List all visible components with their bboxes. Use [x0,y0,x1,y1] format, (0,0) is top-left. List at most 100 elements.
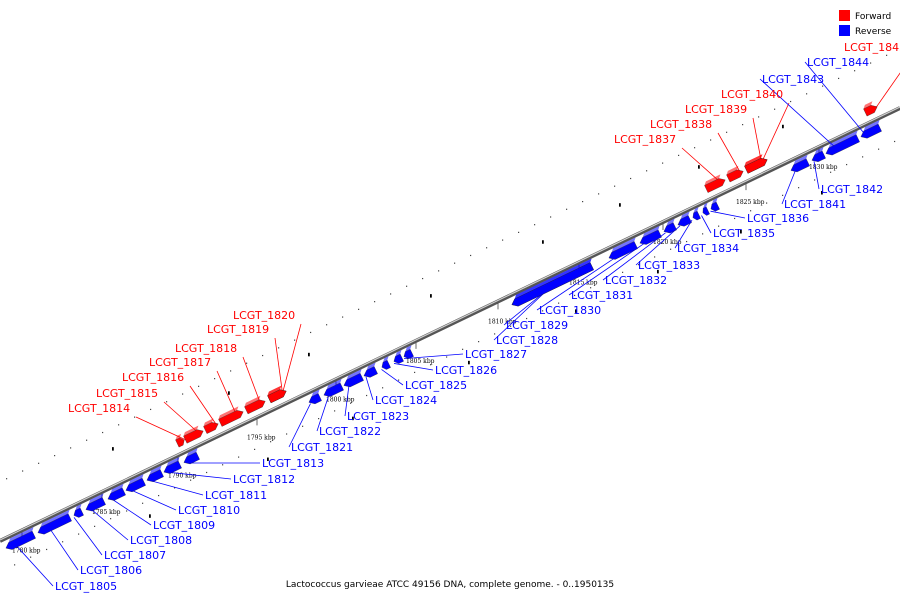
gene-lcgt-1818-arrow[interactable] [243,395,267,415]
gene-label-lcgt-1818[interactable]: LCGT_1818 [175,342,237,355]
gene-arrow-body [203,422,219,434]
label-leader-line [15,545,54,587]
gene-label-lcgt-1825[interactable]: LCGT_1825 [405,379,467,392]
gene-lcgt-1835-arrow[interactable] [700,202,712,217]
gene-label-lcgt-1816[interactable]: LCGT_1816 [122,371,184,384]
gene-label-lcgt-1842[interactable]: LCGT_1842 [821,183,883,196]
gene-label-lcgt-1819[interactable]: LCGT_1819 [207,323,269,336]
gene-lcgt-1836-arrow[interactable] [708,197,722,213]
gene-label-lcgt-1807[interactable]: LCGT_1807 [104,549,166,562]
gene-label-lcgt-1837[interactable]: LCGT_1837 [614,133,676,146]
gene-label-lcgt-1838[interactable]: LCGT_1838 [650,118,712,131]
gene-label-lcgt-1832[interactable]: LCGT_1832 [605,274,667,287]
gene-arrow-top-face [703,202,708,209]
gene-label-lcgt-1813[interactable]: LCGT_1813 [262,457,324,470]
gene-lcgt-1815-arrow[interactable] [182,425,205,444]
gene-lcgt-1840-arrow[interactable] [743,153,769,174]
gene-label-lcgt-1845[interactable]: LCGT_1845 [844,41,900,54]
gene-lcgt-1834-arrow[interactable] [690,207,703,221]
gene-arrow-body [663,222,677,234]
gene-label-lcgt-1836[interactable]: LCGT_1836 [747,212,809,225]
gene-label-lcgt-1821[interactable]: LCGT_1821 [291,441,353,454]
gene-lcgt-1843-arrow[interactable] [823,130,862,158]
gene-lcgt-1817-arrow[interactable] [217,405,245,427]
track-dot [190,479,192,481]
scale-tick-label: 1820 kbp [653,239,682,246]
gene-label-lcgt-1814[interactable]: LCGT_1814 [68,402,130,415]
gene-label-lcgt-1843[interactable]: LCGT_1843 [762,73,824,86]
gene-label-lcgt-1808[interactable]: LCGT_1808 [130,534,192,547]
gene-label-lcgt-1839[interactable]: LCGT_1839 [685,103,747,116]
gene-arrow-top-face [366,362,376,371]
gene-label-lcgt-1805[interactable]: LCGT_1805 [55,580,117,593]
gene-label-lcgt-1830[interactable]: LCGT_1830 [539,304,601,317]
gene-label-lcgt-1811[interactable]: LCGT_1811 [205,489,267,502]
gene-lcgt-1838-arrow[interactable] [725,165,745,183]
label-leader-line [493,289,549,341]
gene-label-lcgt-1834[interactable]: LCGT_1834 [677,242,739,255]
gene-lcgt-1809-arrow[interactable] [105,483,128,503]
gene-label-lcgt-1822[interactable]: LCGT_1822 [319,425,381,438]
gene-label-lcgt-1835[interactable]: LCGT_1835 [713,227,775,240]
track-dot [838,77,840,80]
gene-label-lcgt-1820[interactable]: LCGT_1820 [233,309,295,322]
gene-lcgt-1832-arrow[interactable] [661,218,679,236]
gene-arrow-body [5,530,36,550]
gene-lcgt-1813-arrow[interactable] [181,448,202,466]
scale-tick-label: 1825 kbp [736,199,765,206]
gene-lcgt-1833-arrow[interactable] [675,211,694,228]
gene-label-lcgt-1827[interactable]: LCGT_1827 [465,348,527,361]
gene-label-lcgt-1823[interactable]: LCGT_1823 [347,410,409,423]
gene-label-lcgt-1840[interactable]: LCGT_1840 [721,88,783,101]
gene-label-lcgt-1824[interactable]: LCGT_1824 [375,394,437,407]
gene-label-lcgt-1826[interactable]: LCGT_1826 [435,364,497,377]
gene-label-lcgt-1828[interactable]: LCGT_1828 [496,334,558,347]
track-dot [630,177,632,180]
gene-label-lcgt-1841[interactable]: LCGT_1841 [784,198,846,211]
gene-lcgt-1824-arrow[interactable] [361,362,380,380]
gene-label-lcgt-1809[interactable]: LCGT_1809 [153,519,215,532]
gene-arrow-body [704,178,726,193]
gene-lcgt-1805-arrow[interactable] [3,527,38,552]
gene-lcgt-1841-arrow[interactable] [788,154,812,174]
gene-lcgt-1830-arrow[interactable] [606,237,640,261]
track-dot [150,408,152,411]
gene-label-lcgt-1815[interactable]: LCGT_1815 [96,387,158,400]
gene-lcgt-1829-arrow[interactable] [509,258,596,309]
gene-lcgt-1810-arrow[interactable] [123,474,148,494]
gene-label-lcgt-1831[interactable]: LCGT_1831 [571,289,633,302]
gene-lcgt-1811-arrow[interactable] [144,465,166,483]
gene-lcgt-1822-arrow[interactable] [321,378,346,399]
gene-lcgt-1845-arrow[interactable] [862,100,879,117]
gene-label-lcgt-1806[interactable]: LCGT_1806 [80,564,142,577]
gene-lcgt-1812-arrow[interactable] [161,456,184,476]
gene-lcgt-1842-arrow[interactable] [809,146,828,164]
gene-arrow-body [183,429,204,444]
track-dot [262,354,264,357]
track-dot [566,208,568,210]
gene-label-lcgt-1810[interactable]: LCGT_1810 [178,504,240,517]
gene-lcgt-1807-arrow[interactable] [71,503,86,519]
gene-lcgt-1806-arrow[interactable] [35,509,74,537]
gene-label-lcgt-1829[interactable]: LCGT_1829 [506,319,568,332]
track-tick [228,391,230,395]
gene-label-lcgt-1817[interactable]: LCGT_1817 [149,356,211,369]
gene-lcgt-1816-arrow[interactable] [202,417,220,434]
gene-lcgt-1821-arrow[interactable] [306,389,324,406]
track-tick [468,360,470,365]
gene-lcgt-1808-arrow[interactable] [83,493,108,513]
gene-arrow-top-face [744,154,763,167]
gene-lcgt-1814-arrow[interactable] [174,433,186,448]
gene-lcgt-1823-arrow[interactable] [341,369,366,389]
gene-lcgt-1826-arrow[interactable] [391,350,406,365]
gene-lcgt-1827-arrow[interactable] [401,345,416,360]
gene-lcgt-1837-arrow[interactable] [703,174,727,193]
track-dot [118,424,120,426]
gene-label-lcgt-1833[interactable]: LCGT_1833 [638,259,700,272]
gene-label-lcgt-1844[interactable]: LCGT_1844 [807,56,869,69]
gene-lcgt-1831-arrow[interactable] [637,225,664,247]
gene-lcgt-1820-arrow[interactable] [266,385,288,404]
gene-lcgt-1844-arrow[interactable] [858,120,884,140]
gene-lcgt-1825-arrow[interactable] [379,356,393,371]
gene-label-lcgt-1812[interactable]: LCGT_1812 [233,473,295,486]
